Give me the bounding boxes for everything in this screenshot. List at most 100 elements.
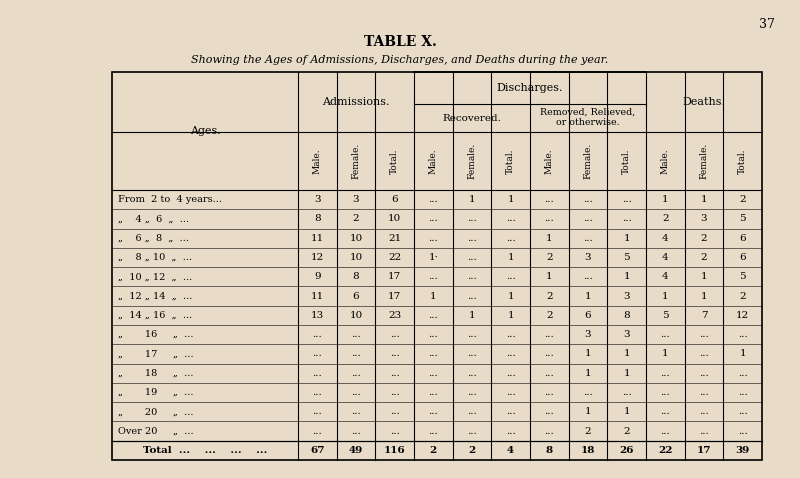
- Text: ...: ...: [467, 215, 477, 223]
- Text: 3: 3: [585, 253, 591, 262]
- Text: ...: ...: [467, 388, 477, 397]
- Text: 1: 1: [662, 349, 669, 358]
- Text: ...: ...: [429, 330, 438, 339]
- Text: 8: 8: [314, 215, 321, 223]
- Text: 1: 1: [507, 253, 514, 262]
- Text: 49: 49: [349, 446, 363, 455]
- Text: ...: ...: [738, 330, 747, 339]
- Text: ...: ...: [313, 407, 322, 416]
- Text: ...: ...: [390, 369, 399, 378]
- Text: ...: ...: [506, 388, 515, 397]
- Text: 37: 37: [759, 18, 775, 31]
- Text: 2: 2: [468, 446, 476, 455]
- Text: ...: ...: [545, 388, 554, 397]
- Text: ...: ...: [429, 311, 438, 320]
- Text: ...: ...: [699, 407, 709, 416]
- Text: From  2 to  4 years...: From 2 to 4 years...: [118, 195, 222, 204]
- Text: 6: 6: [585, 311, 591, 320]
- Text: 2: 2: [623, 426, 630, 435]
- Text: Discharges.: Discharges.: [497, 83, 563, 93]
- Text: ...: ...: [429, 234, 438, 243]
- Text: 18: 18: [581, 446, 595, 455]
- Text: 1: 1: [507, 311, 514, 320]
- Text: ...: ...: [506, 349, 515, 358]
- Text: ...: ...: [429, 388, 438, 397]
- Text: 4: 4: [662, 253, 669, 262]
- Text: 21: 21: [388, 234, 402, 243]
- Text: ...: ...: [661, 388, 670, 397]
- Text: 1: 1: [662, 195, 669, 204]
- Text: 22: 22: [388, 253, 402, 262]
- Text: 2: 2: [739, 292, 746, 301]
- Text: 2: 2: [353, 215, 359, 223]
- Text: ...: ...: [506, 426, 515, 435]
- Text: 5: 5: [739, 272, 746, 281]
- Text: ...: ...: [351, 330, 361, 339]
- Text: ...: ...: [506, 407, 515, 416]
- Text: 7: 7: [701, 311, 707, 320]
- Text: ...: ...: [583, 195, 593, 204]
- Text: 1: 1: [585, 292, 591, 301]
- Text: „  14 „ 16  „  ...: „ 14 „ 16 „ ...: [118, 311, 192, 320]
- Text: ...: ...: [429, 215, 438, 223]
- Text: 3: 3: [314, 195, 321, 204]
- Text: ...: ...: [467, 234, 477, 243]
- Text: ...: ...: [699, 388, 709, 397]
- Text: 6: 6: [391, 195, 398, 204]
- Text: ...: ...: [699, 330, 709, 339]
- Text: 67: 67: [310, 446, 325, 455]
- Text: ...: ...: [661, 369, 670, 378]
- Text: 1: 1: [623, 349, 630, 358]
- Text: 3: 3: [623, 292, 630, 301]
- Text: ...: ...: [699, 426, 709, 435]
- Text: ...: ...: [429, 369, 438, 378]
- Text: 17: 17: [697, 446, 711, 455]
- Text: ...: ...: [738, 407, 747, 416]
- Text: 2: 2: [546, 292, 553, 301]
- Text: Male.: Male.: [545, 148, 554, 174]
- Text: 1: 1: [662, 292, 669, 301]
- Text: 1: 1: [585, 369, 591, 378]
- Text: ...: ...: [467, 272, 477, 281]
- Text: 2: 2: [701, 234, 707, 243]
- Text: ...: ...: [429, 426, 438, 435]
- Text: ...: ...: [390, 330, 399, 339]
- Text: Female.: Female.: [699, 143, 709, 179]
- Text: 39: 39: [735, 446, 750, 455]
- Text: 5: 5: [739, 215, 746, 223]
- Text: TABLE X.: TABLE X.: [363, 35, 437, 49]
- Text: 4: 4: [662, 272, 669, 281]
- Text: 8: 8: [546, 446, 553, 455]
- Text: 10: 10: [350, 311, 362, 320]
- Text: ...: ...: [390, 407, 399, 416]
- Text: 1: 1: [546, 234, 553, 243]
- Text: ...: ...: [351, 369, 361, 378]
- Text: 5: 5: [662, 311, 669, 320]
- Text: Total.: Total.: [506, 148, 515, 174]
- Text: ...: ...: [351, 407, 361, 416]
- Text: 4: 4: [507, 446, 514, 455]
- Text: 23: 23: [388, 311, 402, 320]
- Text: 26: 26: [619, 446, 634, 455]
- Text: „    4 „  6  „  ...: „ 4 „ 6 „ ...: [118, 215, 189, 223]
- Text: „       17     „  ...: „ 17 „ ...: [118, 349, 194, 358]
- Text: 5: 5: [623, 253, 630, 262]
- Text: 1·: 1·: [428, 253, 438, 262]
- Text: ...: ...: [467, 426, 477, 435]
- Text: ...: ...: [467, 292, 477, 301]
- Text: ...: ...: [429, 349, 438, 358]
- Text: ...: ...: [467, 349, 477, 358]
- Text: Total  ...    ...    ...    ...: Total ... ... ... ...: [143, 446, 267, 455]
- Text: 1: 1: [701, 272, 707, 281]
- Text: 3: 3: [623, 330, 630, 339]
- Text: 12: 12: [736, 311, 750, 320]
- Text: ...: ...: [622, 195, 631, 204]
- Text: ...: ...: [738, 388, 747, 397]
- Text: 3: 3: [353, 195, 359, 204]
- Text: Total.: Total.: [390, 148, 399, 174]
- Text: Showing the Ages of Admissions, Discharges, and Deaths during the year.: Showing the Ages of Admissions, Discharg…: [191, 55, 609, 65]
- Text: ...: ...: [583, 215, 593, 223]
- Text: ...: ...: [545, 407, 554, 416]
- Text: ...: ...: [545, 330, 554, 339]
- Text: 1: 1: [430, 292, 437, 301]
